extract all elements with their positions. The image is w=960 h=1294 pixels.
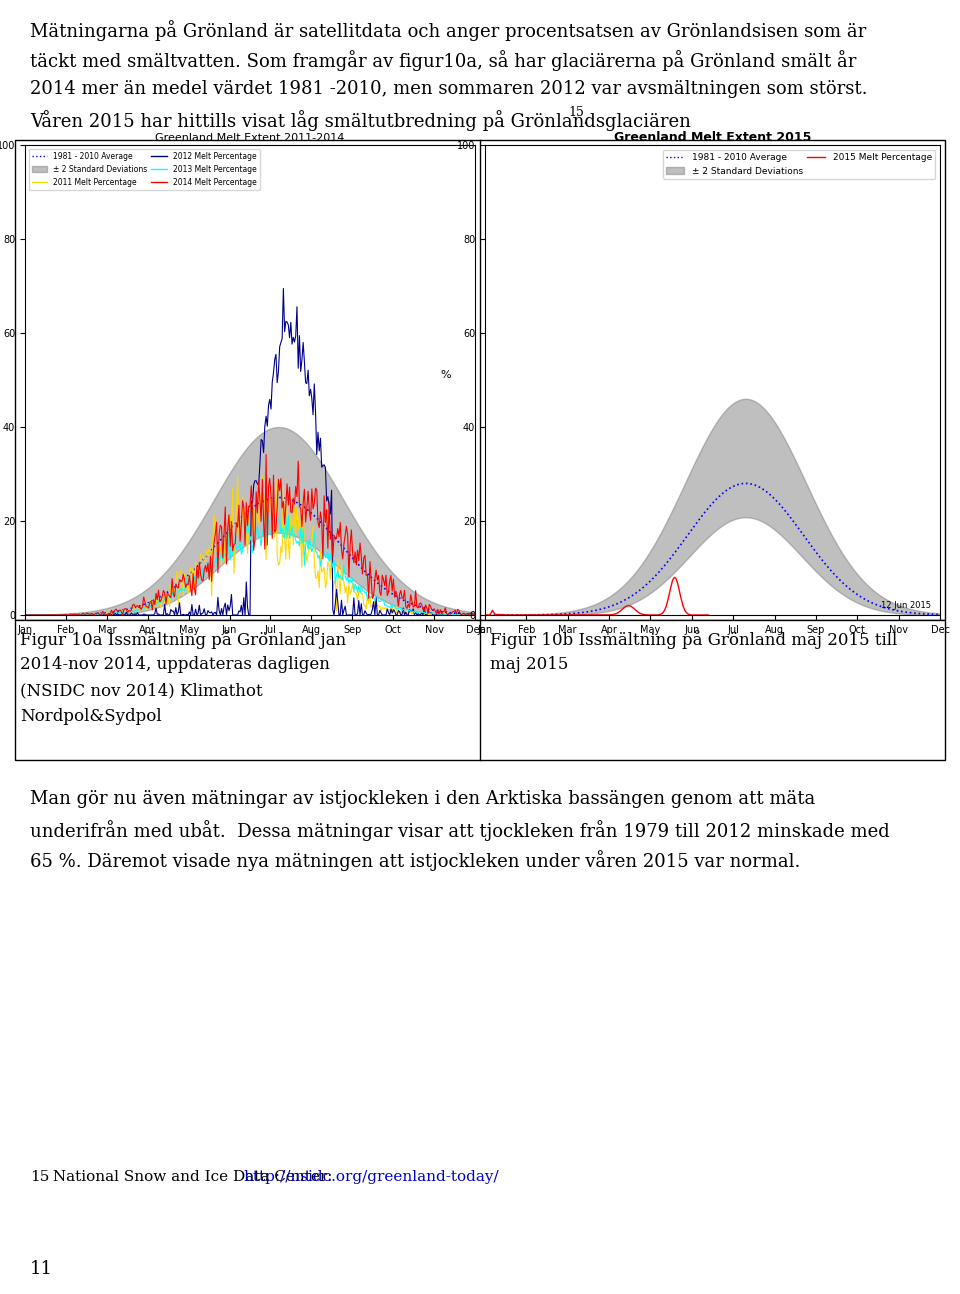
- Text: 11: 11: [30, 1260, 53, 1278]
- Text: .: .: [582, 110, 588, 128]
- Bar: [15, 620, 945, 760]
- Text: Man gör nu även mätningar av istjockleken i den Arktiska bassängen genom att mät: Man gör nu även mätningar av istjockleke…: [30, 791, 815, 807]
- Text: 2014-nov 2014, uppdateras dagligen: 2014-nov 2014, uppdateras dagligen: [20, 656, 330, 673]
- Text: 2014 mer än medel värdet 1981 -2010, men sommaren 2012 var avsmältningen som stö: 2014 mer än medel värdet 1981 -2010, men…: [30, 80, 868, 98]
- Text: Figur 10b Issmältning på Grönland maj 2015 till: Figur 10b Issmältning på Grönland maj 20…: [490, 630, 898, 648]
- Text: 15: 15: [30, 1170, 49, 1184]
- Y-axis label: %: %: [441, 370, 451, 380]
- Text: Figur 10a Issmältning på Grönland jan: Figur 10a Issmältning på Grönland jan: [20, 630, 347, 648]
- Text: Nordpol&Sydpol: Nordpol&Sydpol: [20, 708, 161, 725]
- Text: 15: 15: [568, 106, 584, 119]
- Text: 65 %. Däremot visade nya mätningen att istjockleken under våren 2015 var normal.: 65 %. Däremot visade nya mätningen att i…: [30, 850, 801, 871]
- Text: http://nsidc.org/greenland-today/: http://nsidc.org/greenland-today/: [243, 1170, 498, 1184]
- Text: National Snow and Ice Data Center:: National Snow and Ice Data Center:: [48, 1170, 337, 1184]
- Text: Mätningarna på Grönland är satellitdata och anger procentsatsen av Grönlandsisen: Mätningarna på Grönland är satellitdata …: [30, 19, 866, 41]
- Title: Greenland Melt Extent 2015: Greenland Melt Extent 2015: [613, 131, 811, 144]
- Text: underifrån med ubåt.  Dessa mätningar visar att tjockleken från 1979 till 2012 m: underifrån med ubåt. Dessa mätningar vis…: [30, 820, 890, 841]
- Legend: 1981 - 2010 Average, ± 2 Standard Deviations, 2011 Melt Percentage, 2012 Melt Pe: 1981 - 2010 Average, ± 2 Standard Deviat…: [29, 149, 259, 189]
- Text: 12 Jun 2015: 12 Jun 2015: [881, 602, 931, 611]
- Text: täckt med smältvatten. Som framgår av figur10a, så har glaciärerna på Grönland s: täckt med smältvatten. Som framgår av fi…: [30, 50, 856, 71]
- Legend: 1981 - 2010 Average, ± 2 Standard Deviations, 2015 Melt Percentage: 1981 - 2010 Average, ± 2 Standard Deviat…: [662, 150, 935, 180]
- Bar: [15, 140, 945, 620]
- Text: maj 2015: maj 2015: [490, 656, 568, 673]
- Text: Våren 2015 har hittills visat låg smältutbredning på Grönlandsglaciären: Våren 2015 har hittills visat låg smältu…: [30, 110, 691, 131]
- Title: Greenland Melt Extent 2011-2014: Greenland Melt Extent 2011-2014: [156, 133, 345, 142]
- Text: (NSIDC nov 2014) Klimathot: (NSIDC nov 2014) Klimathot: [20, 682, 263, 699]
